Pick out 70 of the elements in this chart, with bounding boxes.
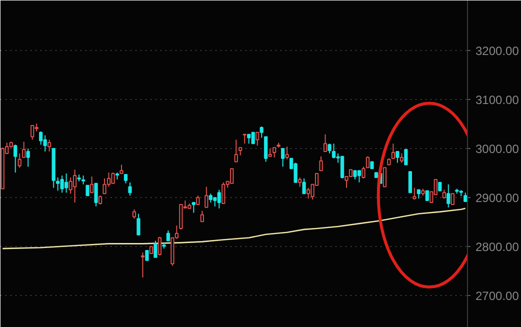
candlestick (256, 132, 260, 146)
candlestick (94, 182, 98, 207)
candlestick (39, 130, 43, 146)
candlestick (362, 166, 366, 179)
candlestick (382, 167, 387, 188)
candlestick (251, 132, 255, 144)
y-tick-label: 2800.00 (476, 240, 520, 254)
candlestick (166, 230, 170, 242)
candlestick (332, 143, 336, 159)
candlestick (140, 252, 145, 278)
y-tick-label: 3100.00 (476, 93, 520, 108)
candlestick (14, 144, 18, 174)
candlestick (90, 176, 94, 194)
candlestick (408, 171, 412, 194)
candlestick (319, 156, 323, 172)
candlestick (128, 182, 132, 196)
candlestick (230, 168, 234, 184)
candlestick (404, 149, 408, 166)
candlestick (396, 151, 400, 164)
candlestick (86, 184, 90, 196)
candlestick (192, 202, 196, 214)
candlestick (264, 136, 268, 162)
candlestick (158, 236, 162, 256)
candlestick (111, 172, 115, 184)
candlestick (72, 169, 77, 203)
candlestick (302, 178, 306, 194)
candlestick (294, 162, 298, 183)
candlestick (222, 182, 226, 204)
candlestick (204, 186, 208, 208)
candlestick (18, 152, 22, 168)
candlestick (43, 134, 47, 152)
y-tick-label: 3000.00 (476, 142, 520, 156)
candlestick (260, 126, 264, 138)
candlestick (298, 176, 302, 188)
candlestick (412, 187, 416, 200)
candlestick (391, 143, 396, 159)
candlestick (217, 189, 221, 209)
candlestick (64, 173, 68, 194)
candlestick (30, 125, 34, 140)
candlestick (102, 178, 106, 194)
candlestick (234, 139, 238, 162)
y-tick-label: 2700.00 (476, 289, 520, 304)
candlestick (281, 148, 285, 168)
candlestick (154, 240, 158, 258)
candlestick (60, 175, 64, 194)
y-tick-label: 3200.00 (476, 44, 520, 58)
candlestick (136, 213, 140, 236)
candlestick (26, 148, 30, 168)
candlestick (328, 143, 332, 154)
candlestick (247, 134, 251, 144)
candlestick (200, 210, 204, 222)
candlestick (145, 250, 149, 261)
candlestick (132, 208, 136, 220)
candlestick (22, 141, 26, 158)
candlestick (446, 184, 450, 208)
candlestick (68, 176, 72, 194)
candlestick (340, 156, 344, 179)
line-series (2, 208, 466, 250)
candlestick (56, 176, 60, 192)
candlestick (400, 152, 404, 164)
candlestick (48, 139, 52, 152)
candlestick (306, 187, 310, 200)
candlestick (357, 170, 362, 183)
candlestick (425, 190, 429, 202)
y-tick-label: 2900.00 (476, 191, 520, 206)
candlestick (285, 146, 289, 160)
candlestick (272, 147, 276, 158)
candlestick (366, 156, 370, 168)
candlestick (323, 134, 328, 152)
candlestick (450, 193, 454, 205)
